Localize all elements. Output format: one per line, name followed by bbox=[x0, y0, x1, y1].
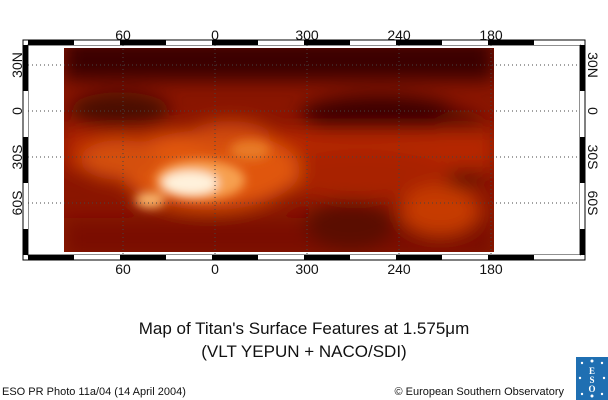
border-bar-segment bbox=[442, 40, 488, 45]
border-bar-segment bbox=[442, 255, 488, 260]
top-longitude-label: 240 bbox=[387, 27, 411, 43]
border-bar-segment bbox=[74, 255, 120, 260]
border-bar-segment bbox=[212, 40, 258, 45]
border-bar-segment bbox=[258, 255, 304, 260]
eso-logo: E S O bbox=[576, 357, 608, 400]
border-bar-segment bbox=[28, 40, 74, 45]
bottom-longitude-label: 0 bbox=[211, 261, 219, 277]
border-bar-segment bbox=[212, 255, 258, 260]
border-bar-segment bbox=[23, 183, 28, 229]
svg-text:O: O bbox=[588, 384, 595, 394]
left-latitude-label: 60S bbox=[9, 191, 25, 216]
top-longitude-label: 60 bbox=[115, 27, 131, 43]
border-bar-segment bbox=[580, 137, 585, 183]
border-bar-segment bbox=[23, 137, 28, 183]
border-bar-segment bbox=[396, 255, 442, 260]
border-bar-segment bbox=[23, 45, 28, 91]
bottom-longitude-label: 180 bbox=[479, 261, 503, 277]
titan-surface-image bbox=[64, 48, 494, 252]
border-bar-segment bbox=[74, 40, 120, 45]
left-latitude-label: 0 bbox=[9, 107, 25, 115]
border-bar-segment bbox=[304, 40, 350, 45]
border-bar-segment bbox=[166, 255, 212, 260]
bottom-longitude-label: 60 bbox=[115, 261, 131, 277]
border-bar-segment bbox=[580, 91, 585, 137]
border-bar-segment bbox=[120, 40, 166, 45]
border-bar-segment bbox=[534, 255, 580, 260]
border-bar-segment bbox=[488, 40, 534, 45]
map-border-scale-bars bbox=[22, 39, 586, 261]
top-longitude-label: 0 bbox=[211, 27, 219, 43]
coordinate-grid bbox=[28, 45, 580, 255]
svg-text:S: S bbox=[589, 375, 594, 385]
right-latitude-label: 60S bbox=[585, 191, 601, 216]
bottom-longitude-label: 300 bbox=[295, 261, 319, 277]
border-bar-segment bbox=[120, 255, 166, 260]
left-latitude-label: 30N bbox=[9, 52, 25, 78]
border-bar-segment bbox=[350, 255, 396, 260]
border-bar-segment bbox=[580, 45, 585, 91]
border-bar-segment bbox=[166, 40, 212, 45]
svg-text:E: E bbox=[589, 366, 595, 376]
top-longitude-label: 300 bbox=[295, 27, 319, 43]
top-longitude-label: 180 bbox=[479, 27, 503, 43]
border-bar-segment bbox=[488, 255, 534, 260]
border-bar-segment bbox=[350, 40, 396, 45]
border-bar-outline bbox=[22, 39, 586, 261]
right-latitude-label: 30N bbox=[585, 52, 601, 78]
bottom-longitude-label: 240 bbox=[387, 261, 411, 277]
border-bar-segment bbox=[534, 40, 580, 45]
right-latitude-label: 30S bbox=[585, 145, 601, 170]
border-bar-segment bbox=[396, 40, 442, 45]
photo-credit: ESO PR Photo 11a/04 (14 April 2004) bbox=[2, 386, 186, 398]
right-latitude-label: 0 bbox=[585, 107, 601, 115]
border-bar-segment bbox=[580, 183, 585, 229]
copyright-credit: © European Southern Observatory bbox=[394, 386, 564, 398]
border-bar-segment bbox=[304, 255, 350, 260]
figure-subtitle: (VLT YEPUN + NACO/SDI) bbox=[201, 342, 407, 361]
border-bar-segment bbox=[28, 255, 74, 260]
border-bar-segment bbox=[23, 91, 28, 137]
border-bar-segment bbox=[580, 229, 585, 255]
border-bar-segment bbox=[258, 40, 304, 45]
border-bar-segment bbox=[23, 229, 28, 255]
figure-title: Map of Titan's Surface Features at 1.575… bbox=[138, 319, 470, 338]
left-latitude-label: 30S bbox=[9, 145, 25, 170]
